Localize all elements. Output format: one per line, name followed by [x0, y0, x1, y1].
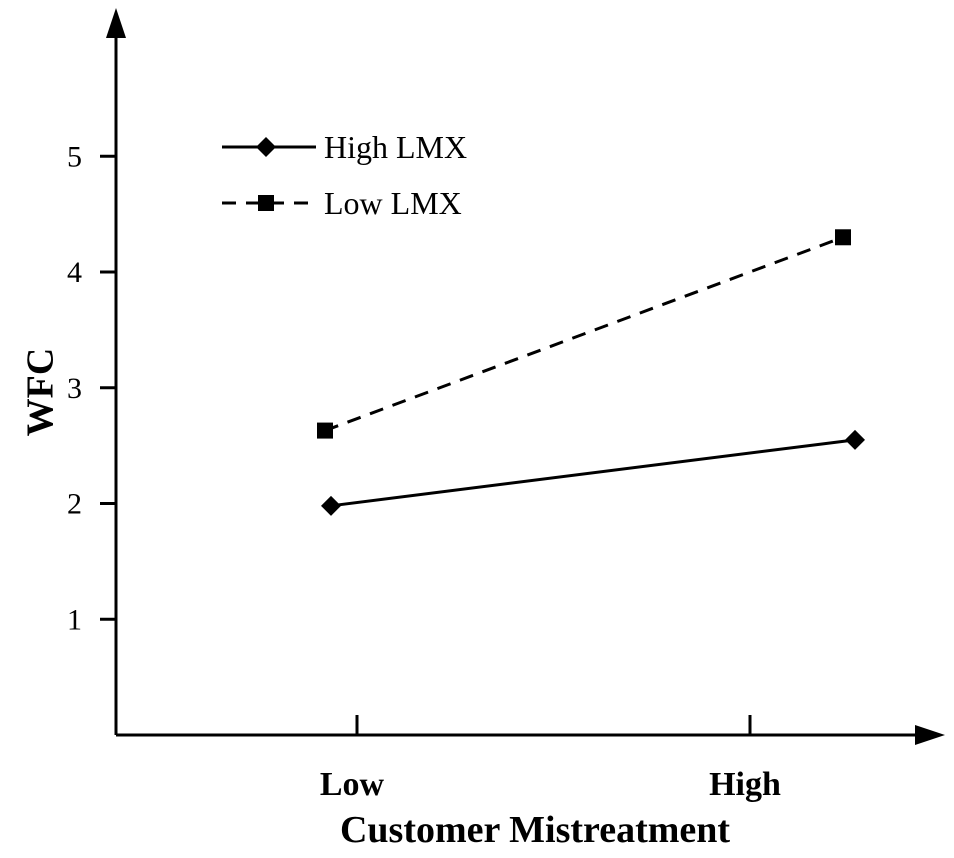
y-axis-title: WFC	[20, 348, 62, 437]
legend-label-low-lmx: Low LMX	[324, 185, 462, 221]
legend-label-high-lmx: High LMX	[324, 129, 467, 165]
series-line-high-lmx	[330, 438, 856, 508]
y-tick-label: 3	[67, 372, 82, 405]
data-point-low-lmx-high	[835, 229, 851, 246]
data-point-low-lmx-low	[317, 422, 333, 439]
data-point-high-lmx-low	[321, 495, 341, 516]
x-axis-ticks: Low High	[320, 715, 781, 803]
data-point-high-lmx-high	[845, 429, 865, 450]
y-tick-label: 2	[67, 488, 82, 521]
series-line-low-lmx	[324, 235, 844, 432]
series-layer	[317, 229, 865, 516]
legend: High LMX Low LMX	[222, 129, 467, 221]
legend-marker-low-lmx	[258, 195, 274, 211]
y-axis-ticks: 1 2 3 4 5	[67, 140, 116, 636]
legend-marker-high-lmx	[256, 137, 276, 157]
x-tick-label-low: Low	[320, 766, 385, 803]
x-axis-arrow	[915, 725, 945, 745]
y-tick-label: 5	[67, 140, 82, 173]
x-axis-title: Customer Mistreatment	[340, 809, 730, 851]
x-tick-label-high: High	[709, 766, 781, 803]
y-axis-arrow	[106, 8, 126, 38]
y-tick-label: 4	[67, 256, 82, 289]
y-tick-label: 1	[67, 603, 82, 636]
